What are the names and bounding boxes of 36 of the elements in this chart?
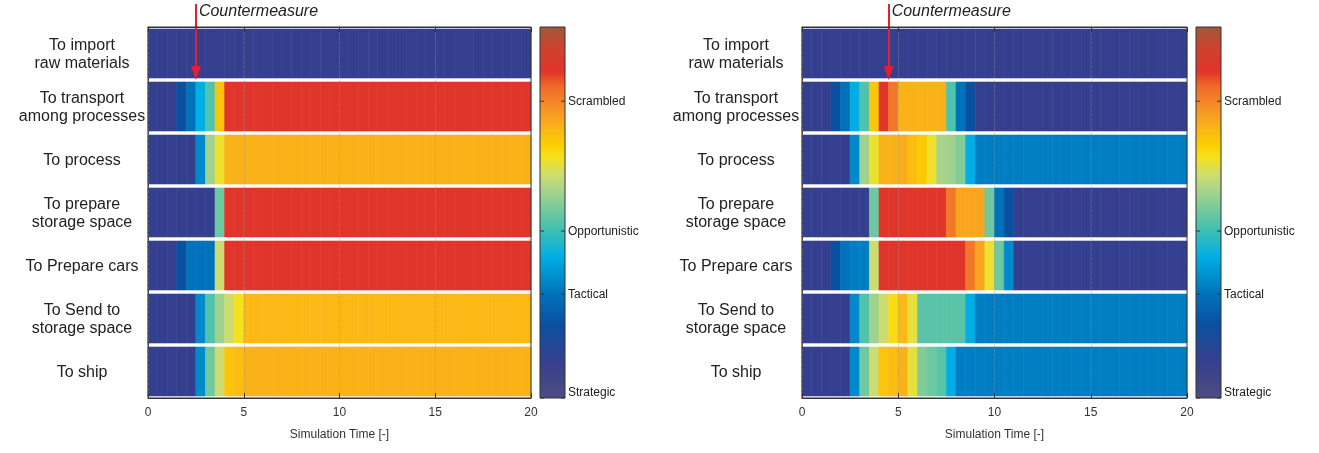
color-bar-label: Strategic	[568, 385, 616, 399]
ref-line-label: Countermeasure	[198, 1, 319, 19]
x-tick-label: 5	[894, 405, 902, 419]
x-tick-label: 0	[798, 405, 806, 419]
color-bar-label: Strategic	[1224, 385, 1272, 399]
y-tick-label: To Send to storage space	[31, 301, 133, 336]
y-tick-label: To process	[43, 151, 121, 168]
y-tick-label: To import raw materials	[34, 36, 130, 71]
color-bar-label: Scrambled	[1224, 94, 1282, 109]
color-bar-label: Opportunistic	[568, 224, 639, 239]
color-bar-label: Tactical	[568, 287, 609, 302]
color-bar-label: Scrambled	[568, 94, 626, 109]
y-tick-label: To transport among processes	[18, 89, 146, 124]
x-tick-label: 5	[240, 405, 248, 419]
y-tick-label: To import raw materials	[688, 36, 784, 71]
y-tick-label: To process	[697, 151, 775, 168]
color-bar-label: Tactical	[1224, 287, 1265, 302]
x-axis-title: Simulation Time [-]	[289, 427, 390, 441]
x-axis-title: Simulation Time [-]	[944, 427, 1045, 441]
x-tick-label: 15	[428, 405, 443, 419]
color-bar-label: Opportunistic	[1224, 224, 1295, 239]
y-tick-label: To ship	[710, 363, 762, 380]
x-tick-label: 20	[1180, 405, 1194, 419]
y-tick-label: To prepare storage space	[31, 195, 133, 230]
x-tick-label: 20	[524, 405, 538, 419]
x-tick-label: 0	[144, 405, 152, 419]
y-tick-label: To ship	[56, 363, 108, 380]
y-tick-label: To transport among processes	[672, 89, 800, 124]
x-tick-label: 15	[1084, 405, 1098, 419]
y-tick-label: To prepare storage space	[685, 195, 787, 230]
y-tick-label: To Send to storage space	[685, 301, 787, 336]
x-tick-label: 10	[987, 405, 1002, 419]
x-tick-label: 10	[332, 405, 347, 419]
ref-line-label: Countermeasure	[891, 1, 1011, 19]
y-tick-label: To Prepare cars	[25, 257, 139, 274]
y-tick-label: To Prepare cars	[679, 257, 793, 274]
